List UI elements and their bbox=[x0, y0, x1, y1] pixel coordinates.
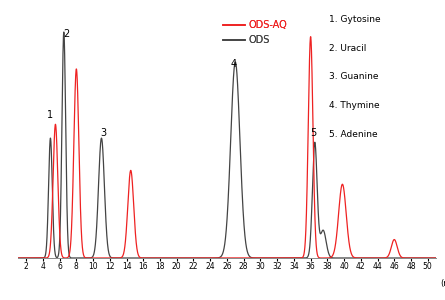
Text: (min): (min) bbox=[440, 279, 445, 288]
Text: 3: 3 bbox=[100, 128, 106, 138]
Text: 1: 1 bbox=[47, 110, 53, 120]
Text: 4. Thymine: 4. Thymine bbox=[329, 101, 380, 110]
Text: 2: 2 bbox=[63, 29, 69, 39]
Text: 4: 4 bbox=[231, 59, 237, 69]
Text: 5. Adenine: 5. Adenine bbox=[329, 130, 378, 139]
Text: 5: 5 bbox=[310, 128, 316, 138]
Legend: ODS-AQ, ODS: ODS-AQ, ODS bbox=[219, 16, 291, 49]
Text: 1. Gytosine: 1. Gytosine bbox=[329, 15, 381, 24]
Text: 2. Uracil: 2. Uracil bbox=[329, 44, 367, 53]
Text: 3. Guanine: 3. Guanine bbox=[329, 73, 379, 82]
